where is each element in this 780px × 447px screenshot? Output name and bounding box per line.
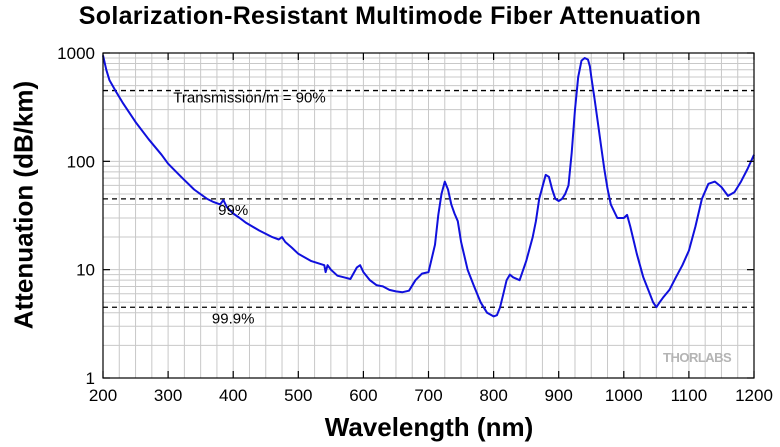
x-tick-label: 500 xyxy=(284,386,312,405)
y-tick-label: 100 xyxy=(67,152,95,171)
grid-layer xyxy=(103,53,754,378)
x-tick-label: 1200 xyxy=(735,386,773,405)
x-tick-label: 800 xyxy=(479,386,507,405)
x-tick-label: 700 xyxy=(414,386,442,405)
x-tick-label: 600 xyxy=(349,386,377,405)
series-layer xyxy=(102,55,755,318)
tick-layer: 200 300 400 500 600 700 800 900 1000 1100 1200 1 10 1… xyxy=(57,44,773,405)
x-tick-label: 1100 xyxy=(671,386,708,405)
watermark-logo: THORLABS xyxy=(663,350,732,365)
y-tick-label: 10 xyxy=(76,261,95,280)
transmission-annotation: Transmission/m = 90% xyxy=(173,89,325,106)
x-axis-label: Wavelength (nm) xyxy=(324,412,534,442)
y-tick-label: 1000 xyxy=(57,44,95,63)
chart-title: Solarization-Resistant Multimode Fiber A… xyxy=(78,2,702,30)
reference-lines xyxy=(103,89,754,308)
x-tick-label: 400 xyxy=(219,386,247,405)
transmission-annotation: 99% xyxy=(218,202,248,219)
x-tick-label: 1000 xyxy=(605,386,643,405)
x-tick-label: 300 xyxy=(154,386,182,405)
x-tick-label: 200 xyxy=(89,386,117,405)
x-tick-label: 900 xyxy=(545,386,573,405)
annotations: Transmission/m = 90% 99% 99.9% xyxy=(173,89,325,327)
attenuation-series-line xyxy=(102,55,755,318)
transmission-annotation: 99.9% xyxy=(212,310,255,327)
y-tick-label: 1 xyxy=(86,369,95,388)
